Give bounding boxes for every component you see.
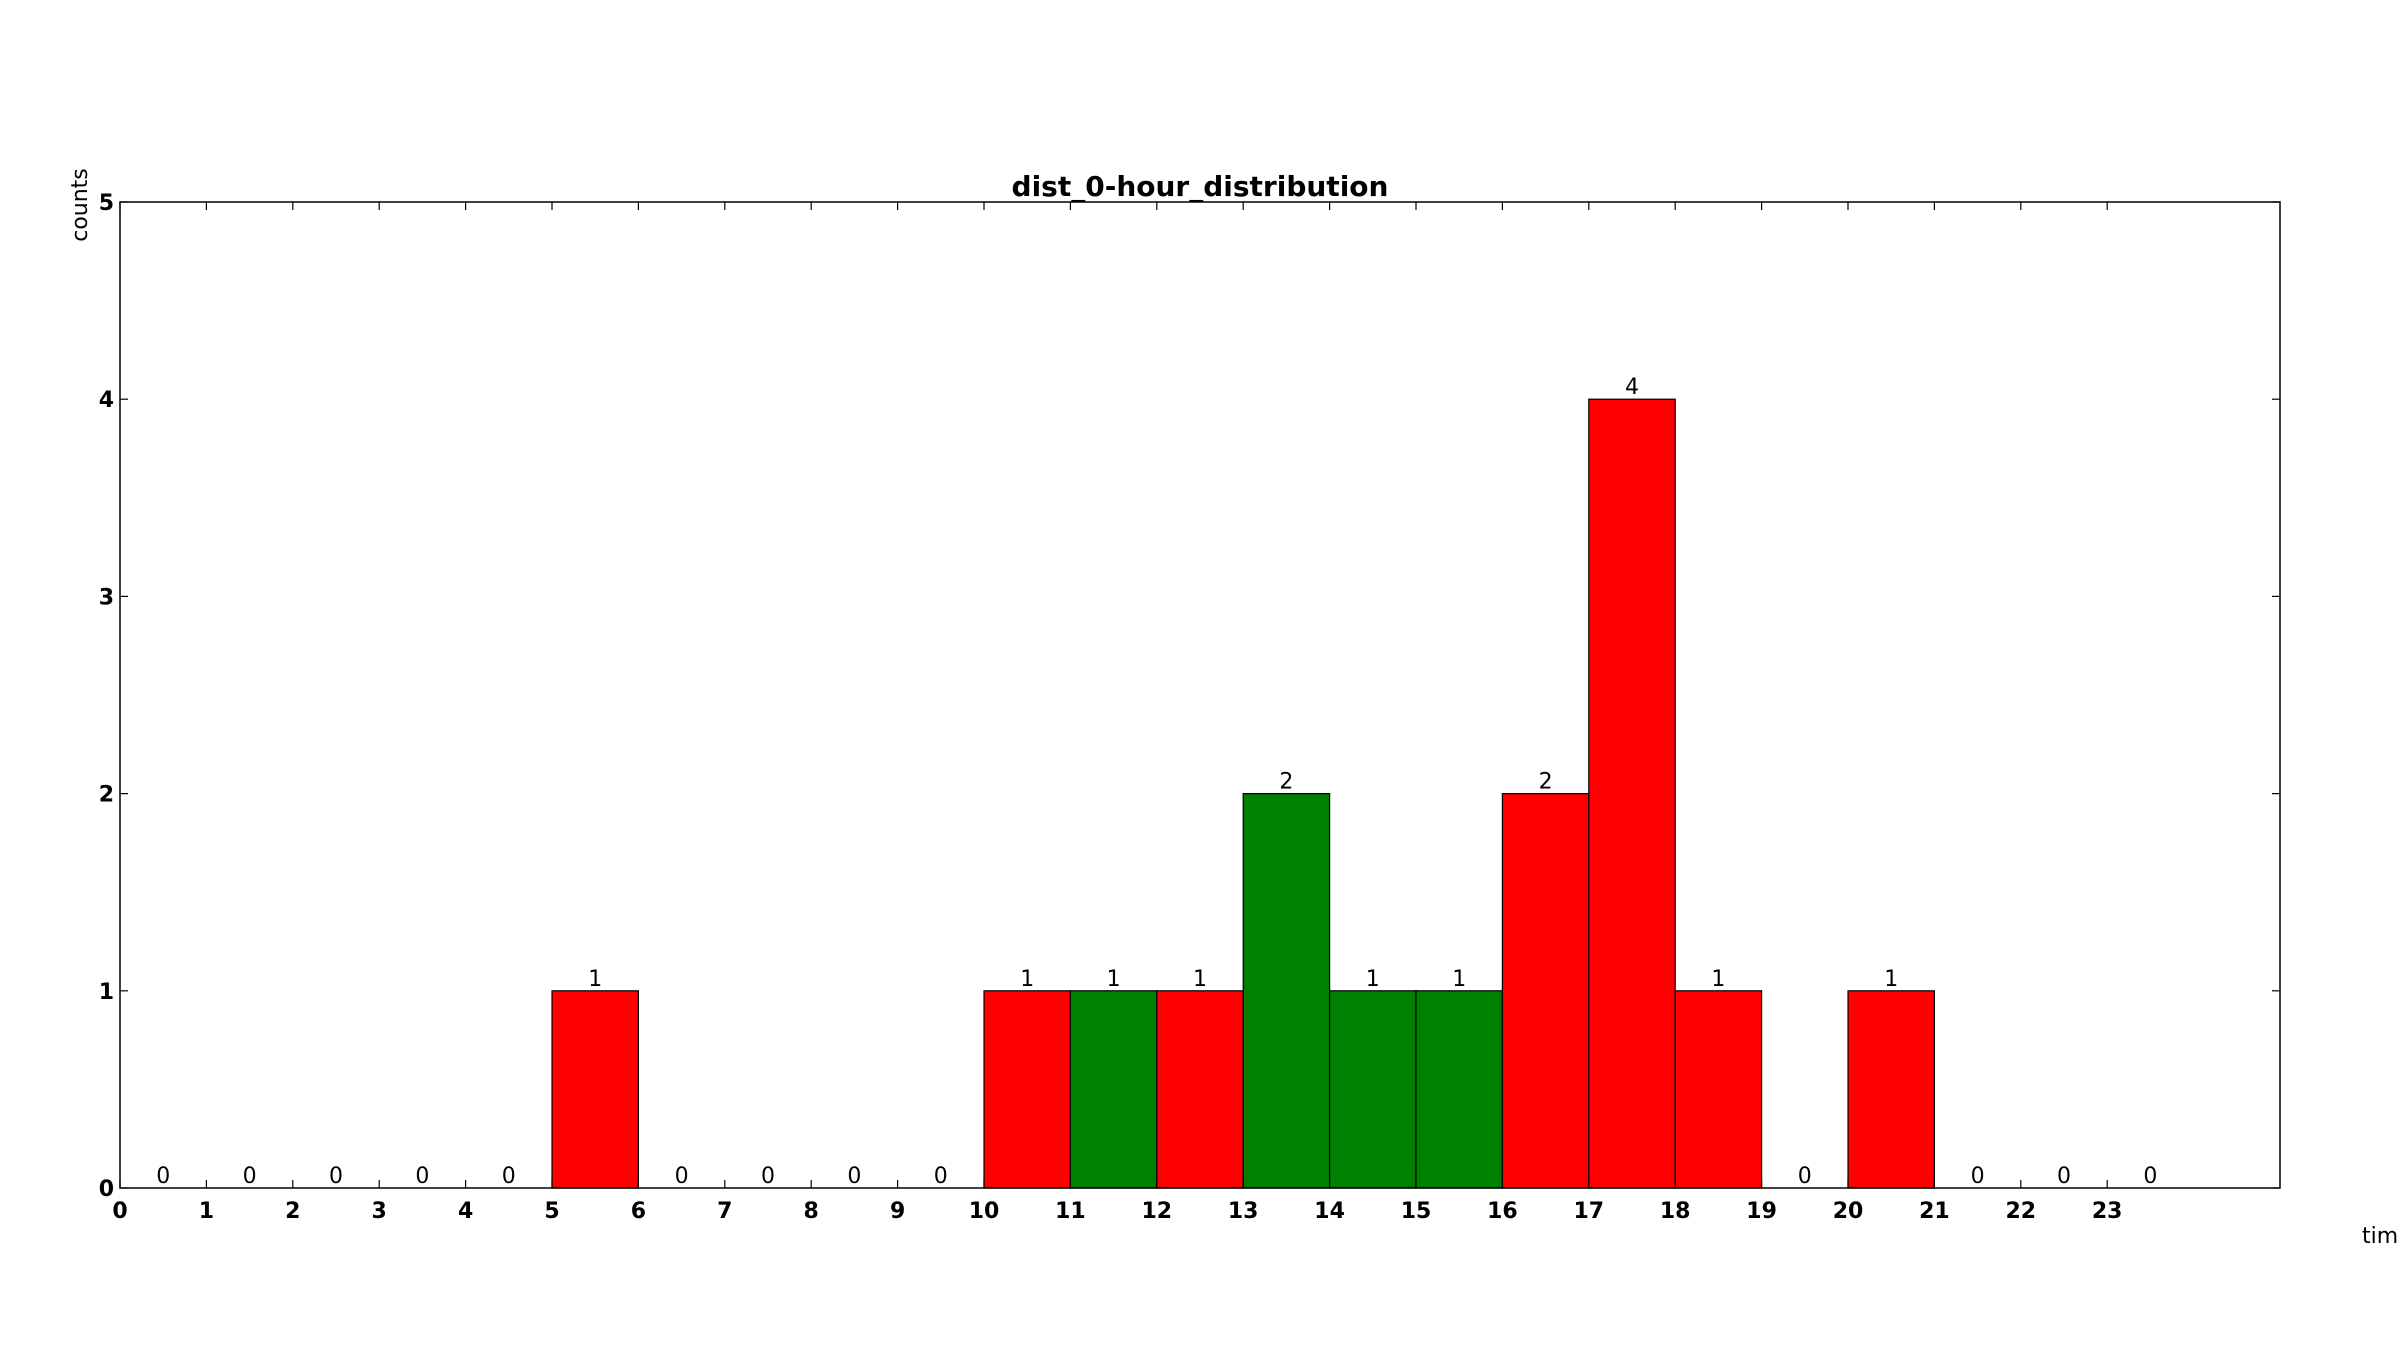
data-label-hour-7: 0 xyxy=(761,1164,775,1189)
data-label-hour-13: 2 xyxy=(1279,770,1293,795)
bar-hour-20 xyxy=(1847,990,1936,1189)
x-tick-label-7: 7 xyxy=(717,1199,732,1224)
data-label-hour-19: 0 xyxy=(1798,1164,1812,1189)
bar-hour-14 xyxy=(1328,990,1417,1189)
bar-hour-17 xyxy=(1588,398,1676,1189)
x-tick-label-1: 1 xyxy=(199,1199,214,1224)
x-tick-label-15: 15 xyxy=(1401,1199,1432,1224)
x-tick-label-21: 21 xyxy=(1919,1199,1950,1224)
data-label-hour-6: 0 xyxy=(675,1164,689,1189)
x-tick-label-4: 4 xyxy=(458,1199,473,1224)
bar-hour-10 xyxy=(983,990,1072,1189)
x-tick-label-13: 13 xyxy=(1228,1199,1259,1224)
x-tick-label-9: 9 xyxy=(890,1199,905,1224)
y-tick-label-5: 5 xyxy=(99,191,114,216)
x-tick-label-11: 11 xyxy=(1055,1199,1086,1224)
data-label-hour-15: 1 xyxy=(1452,967,1466,992)
data-label-hour-14: 1 xyxy=(1366,967,1380,992)
x-tick-label-10: 10 xyxy=(969,1199,1000,1224)
x-tick-label-3: 3 xyxy=(372,1199,387,1224)
data-label-hour-17: 4 xyxy=(1625,375,1639,400)
x-tick-label-8: 8 xyxy=(804,1199,819,1224)
data-label-hour-20: 1 xyxy=(1884,967,1898,992)
bar-hour-13 xyxy=(1242,792,1331,1189)
x-tick-label-2: 2 xyxy=(285,1199,300,1224)
bars-layer xyxy=(551,398,1936,1189)
x-tick-label-20: 20 xyxy=(1833,1199,1864,1224)
bar-hour-12 xyxy=(1156,990,1244,1189)
y-tick-label-2: 2 xyxy=(99,783,114,808)
bar-hour-16 xyxy=(1501,792,1590,1189)
data-labels-layer: 0 0 0 0 0 1 0 0 0 0 1 1 1 2 1 1 2 4 1 0 1 0 0 0 xyxy=(156,375,2157,1189)
data-label-hour-10: 1 xyxy=(1020,967,1034,992)
x-tick-label-0: 0 xyxy=(112,1199,127,1224)
y-tick-label-4: 4 xyxy=(99,388,114,413)
x-tick-label-23: 23 xyxy=(2092,1199,2123,1224)
data-label-hour-12: 1 xyxy=(1193,967,1207,992)
chart-title: dist_0-hour_distribution xyxy=(1012,170,1389,203)
bar-hour-11 xyxy=(1069,990,1158,1189)
x-tick-label-6: 6 xyxy=(631,1199,646,1224)
data-label-hour-3: 0 xyxy=(415,1164,429,1189)
x-tick-label-17: 17 xyxy=(1573,1199,1604,1224)
data-label-hour-4: 0 xyxy=(502,1164,516,1189)
data-label-hour-8: 0 xyxy=(847,1164,861,1189)
data-label-hour-16: 2 xyxy=(1539,770,1553,795)
x-tick-label-12: 12 xyxy=(1141,1199,1172,1224)
bar-hour-15 xyxy=(1415,990,1504,1189)
bar-hour-18 xyxy=(1674,990,1763,1189)
x-axis-label: tim xyxy=(2362,1224,2398,1249)
x-tick-label-18: 18 xyxy=(1660,1199,1691,1224)
x-tick-label-19: 19 xyxy=(1746,1199,1777,1224)
plot-area-frame xyxy=(119,201,2281,1189)
data-label-hour-5: 1 xyxy=(588,967,602,992)
x-axis-ticks: 0 1 2 3 4 5 6 7 8 9 10 11 12 13 14 15 16 17 18 19 20 21 22 23 xyxy=(112,202,2123,1224)
y-axis-ticks: 0 1 2 3 4 5 xyxy=(99,191,2280,1202)
y-tick-label-3: 3 xyxy=(99,585,114,610)
data-label-hour-0: 0 xyxy=(156,1164,170,1189)
data-label-hour-11: 1 xyxy=(1107,967,1121,992)
bar-hour-5 xyxy=(551,990,640,1189)
x-tick-label-16: 16 xyxy=(1487,1199,1518,1224)
data-label-hour-22: 0 xyxy=(2057,1164,2071,1189)
x-tick-label-5: 5 xyxy=(544,1199,559,1224)
data-label-hour-23: 0 xyxy=(2143,1164,2157,1189)
data-label-hour-1: 0 xyxy=(243,1164,257,1189)
x-tick-label-14: 14 xyxy=(1314,1199,1345,1224)
data-label-hour-18: 1 xyxy=(1711,967,1725,992)
y-axis-label: counts xyxy=(68,168,93,242)
data-label-hour-2: 0 xyxy=(329,1164,343,1189)
data-label-hour-21: 0 xyxy=(1971,1164,1985,1189)
x-tick-label-22: 22 xyxy=(2005,1199,2036,1224)
data-label-hour-9: 0 xyxy=(934,1164,948,1189)
y-tick-label-1: 1 xyxy=(99,980,114,1005)
y-tick-label-0: 0 xyxy=(99,1177,114,1202)
